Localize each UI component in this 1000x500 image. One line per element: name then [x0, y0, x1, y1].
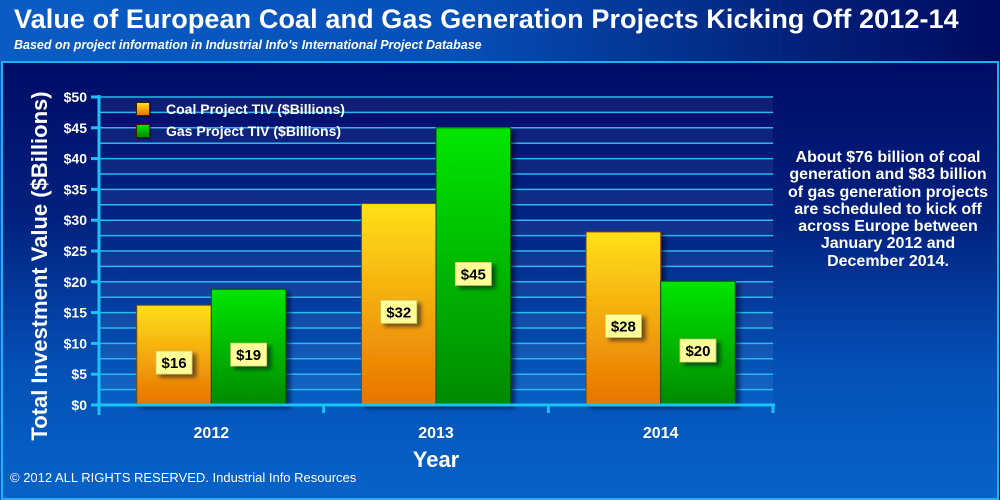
legend-swatch-gas [136, 124, 150, 138]
x-tick-label: 2012 [194, 425, 230, 442]
summary-annotation: About $76 billion of coal generation and… [787, 149, 989, 270]
y-tick-label: $30 [64, 212, 88, 228]
data-label-box [679, 338, 717, 363]
data-label-coal-2012: $16 [155, 350, 193, 375]
data-label-text: $16 [162, 355, 187, 372]
data-label-box [230, 342, 268, 367]
data-label-text: $20 [685, 343, 710, 360]
data-labels: $16 $19 $32 $45 $28 $20 [155, 261, 717, 375]
data-label-text: $19 [236, 347, 261, 364]
data-label-box [380, 299, 418, 324]
x-axis-label: Year [412, 447, 460, 472]
y-tick-label: $50 [64, 89, 88, 105]
data-label-box [454, 261, 492, 286]
y-tick-label: $5 [71, 366, 87, 382]
y-tick-label: $15 [64, 305, 88, 321]
legend-item-gas: Gas Project TIV ($Billions) [136, 123, 341, 139]
data-label-coal-2013: $32 [380, 299, 418, 324]
data-label-coal-2014: $28 [604, 314, 642, 338]
y-tick-label: $10 [64, 335, 88, 351]
x-tick-labels: 2012 2013 2014 [194, 425, 679, 442]
y-tick-label: $35 [64, 181, 88, 197]
legend-label-gas: Gas Project TIV ($Billions) [166, 123, 342, 139]
data-label-gas-2012: $19 [230, 342, 268, 367]
legend-swatch-coal [136, 102, 150, 116]
legend-label-coal: Coal Project TIV ($Billions) [166, 101, 345, 117]
legend-item-coal: Coal Project TIV ($Billions) [136, 101, 345, 117]
data-label-text: $28 [611, 318, 636, 335]
axes [91, 95, 775, 415]
data-label-text: $32 [386, 304, 411, 321]
data-label-gas-2013: $45 [454, 261, 492, 286]
y-axis-label: Total Investment Value ($Billions) [27, 91, 52, 441]
data-label-box [604, 314, 642, 338]
data-label-gas-2014: $20 [679, 338, 717, 363]
x-tick-label: 2014 [643, 425, 679, 442]
x-tick-label: 2013 [418, 425, 454, 442]
y-tick-label: $45 [64, 120, 88, 136]
copyright-notice: © 2012 ALL RIGHTS RESERVED. Industrial I… [10, 470, 357, 485]
data-label-box [155, 350, 193, 375]
y-tick-label: $0 [71, 397, 87, 413]
chart-title: Value of European Coal and Gas Generatio… [14, 4, 959, 34]
plot-band [99, 97, 773, 113]
chart-subtitle: Based on project information in Industri… [14, 38, 482, 52]
y-tick-label: $40 [64, 151, 88, 167]
y-tick-label: $25 [64, 243, 88, 259]
y-tick-labels: $0 $5 $10 $15 $20 $25 $30 $35 $40 $45 $50 [64, 89, 88, 413]
y-tick-label: $20 [64, 274, 88, 290]
data-label-text: $45 [461, 266, 486, 283]
